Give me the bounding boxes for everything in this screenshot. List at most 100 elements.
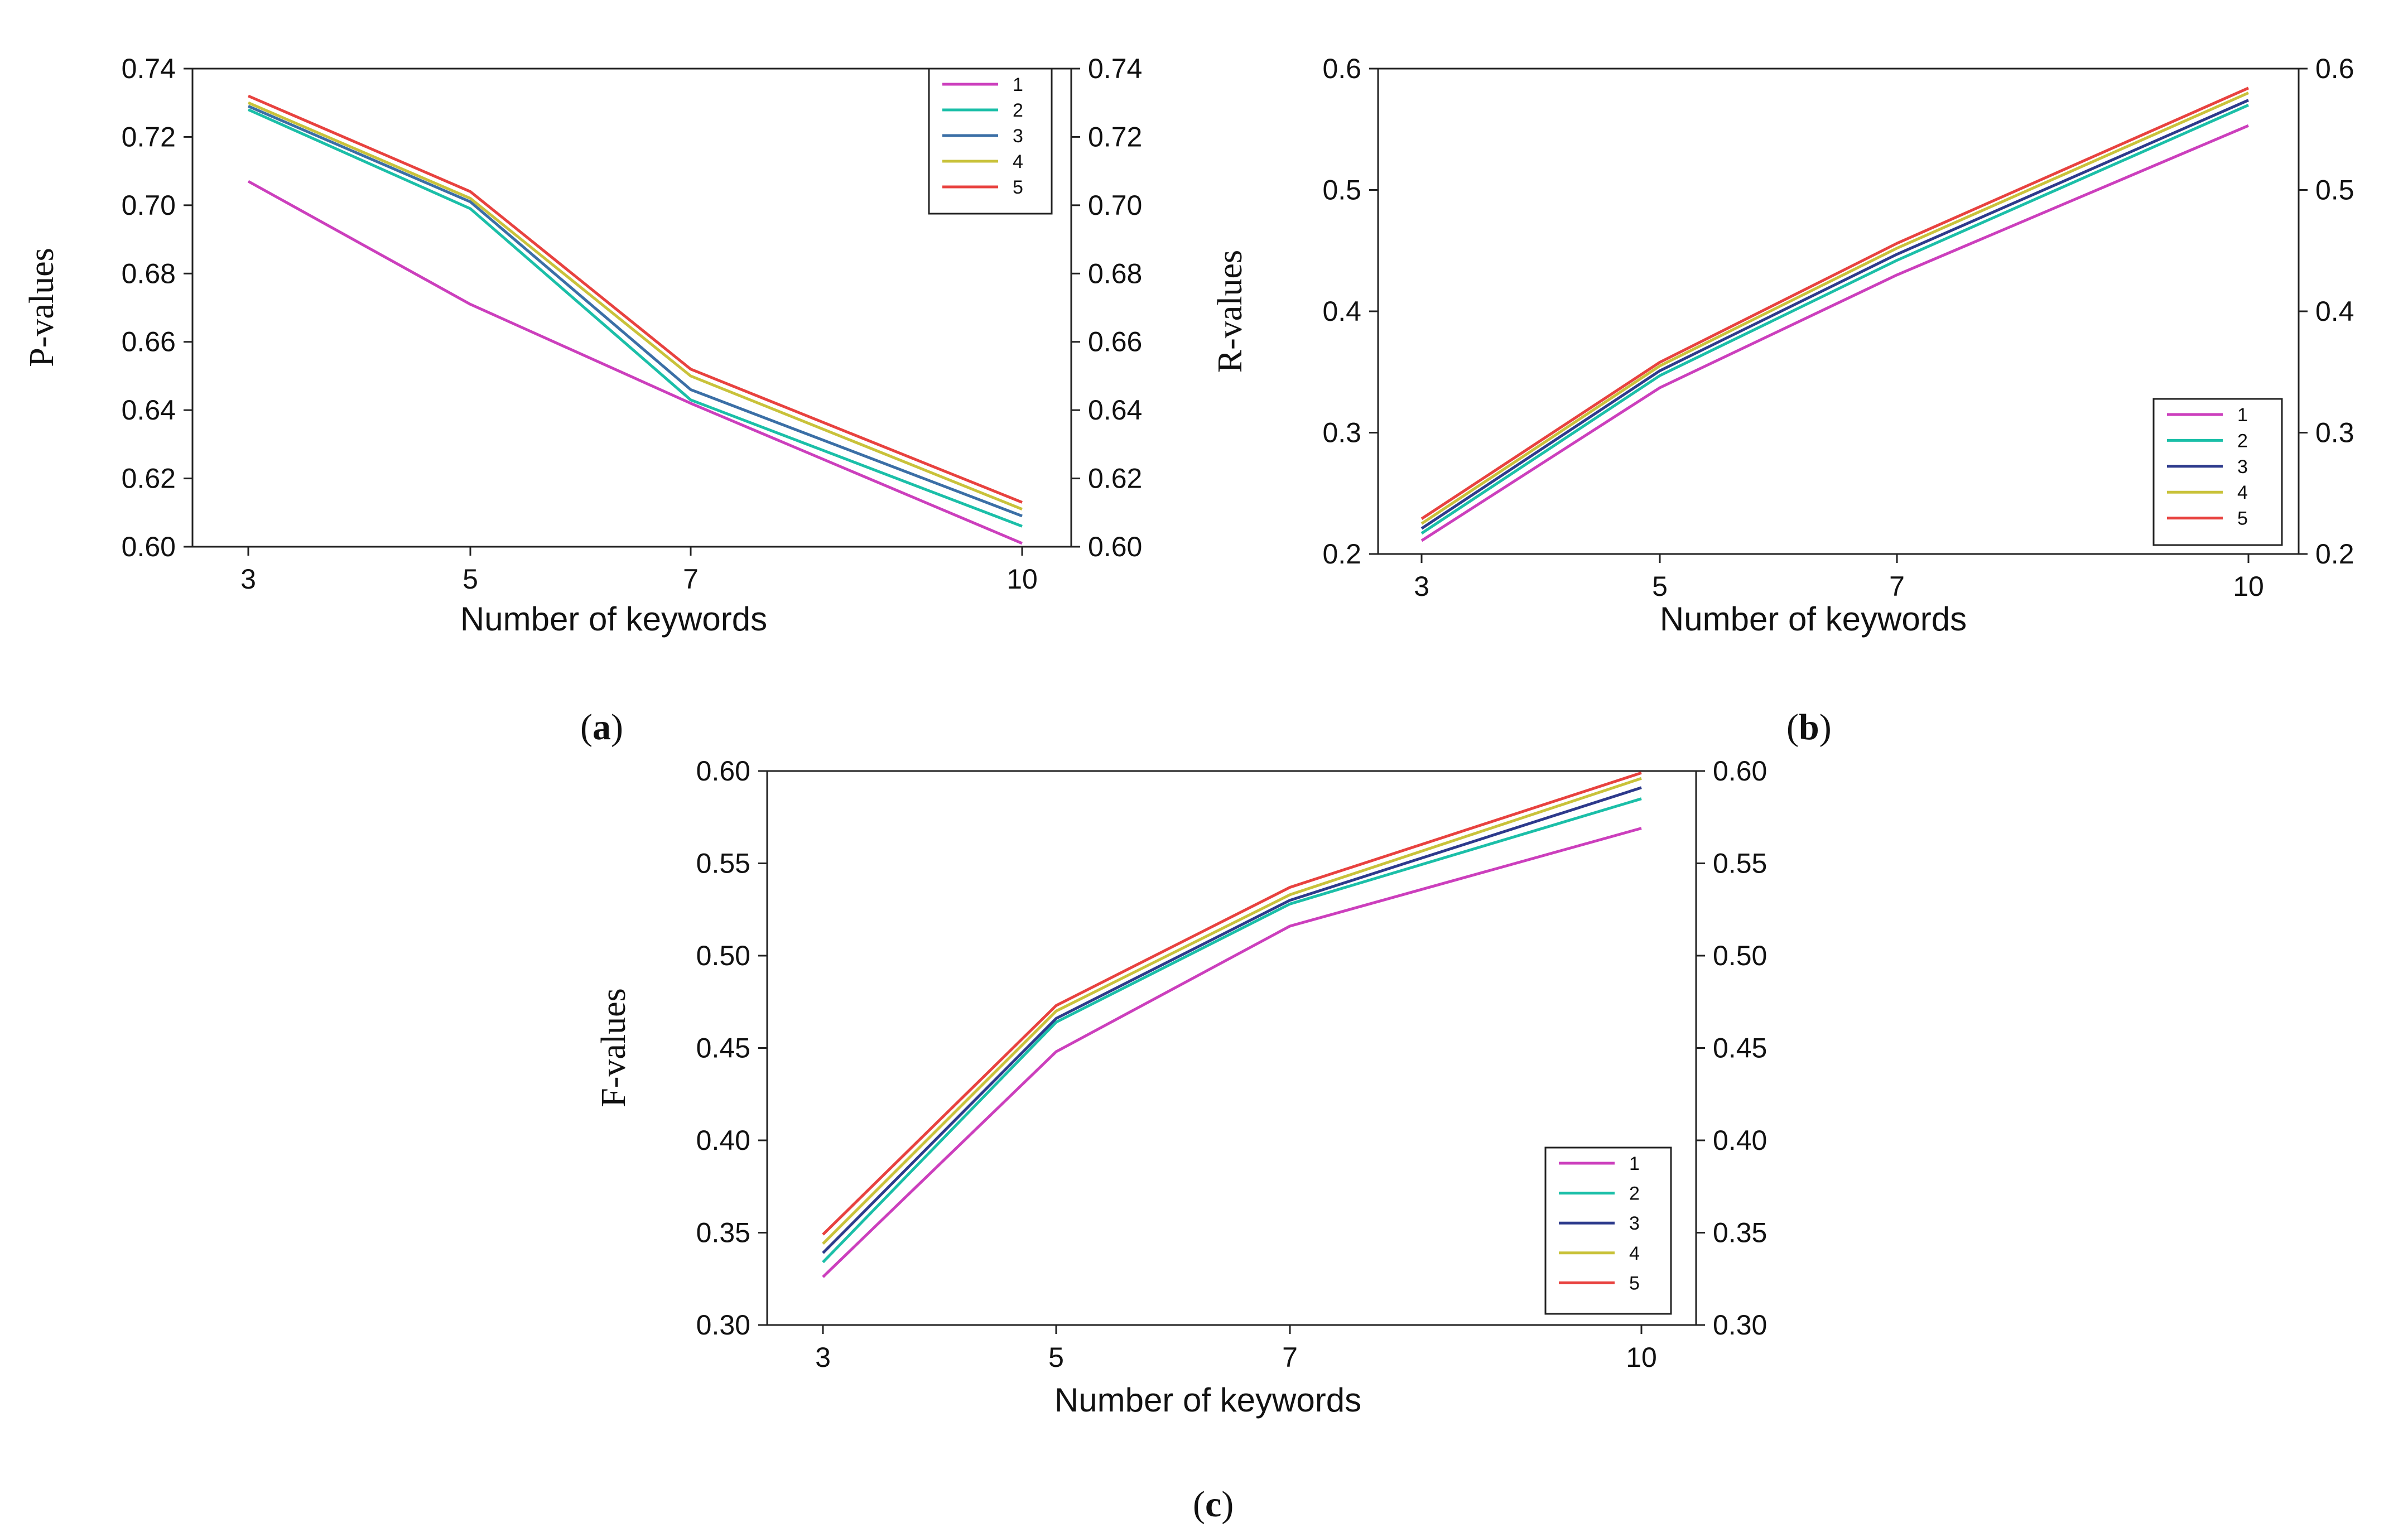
y-tick-label-right: 0.30 [1713,1309,1767,1341]
y-axis-label: F-values [595,988,633,1107]
series-line-5 [1420,86,2250,520]
y-tick-label-left: 0.70 [122,190,176,221]
panel-caption: (b) [1786,707,1832,748]
series-line-2 [1420,104,2250,535]
x-tick-label: 3 [1414,571,1429,602]
series-line-2 [247,108,1023,528]
caption-letter: c [1205,1484,1221,1525]
series-line-4 [822,777,1642,1245]
y-tick-label-left: 0.62 [122,463,176,494]
y-tick-label-right: 0.72 [1088,121,1142,152]
x-tick-label: 10 [1006,563,1038,595]
chart-panel-b: 0.2 0.2 0.3 0.3 0.4 0.4 0.5 0.5 0.6 0.6 3 5 7 10 Numbe… [1211,53,2354,748]
y-tick-label-right: 0.35 [1713,1217,1767,1249]
series-line-3 [1420,99,2250,530]
caption-letter: b [1799,707,1819,748]
legend-label-5: 5 [1629,1273,1640,1294]
caption-close: ) [1819,707,1832,748]
y-tick-label-left: 0.40 [696,1125,750,1156]
y-tick-label-left: 0.50 [696,940,750,971]
y-tick-label-left: 0.60 [122,531,176,562]
caption-close: ) [611,707,623,748]
legend-label-5: 5 [1013,177,1023,198]
caption-letter: a [593,707,611,748]
y-tick-label-left: 0.64 [122,394,176,426]
legend-label-2: 2 [1013,100,1023,121]
y-tick-label-left: 0.3 [1322,417,1361,449]
series-line-4 [248,101,1023,511]
series-line-3 [248,105,1023,518]
legend-label-3: 3 [1629,1213,1640,1234]
y-tick-label-right: 0.4 [2315,296,2354,327]
y-tick-label-right: 0.50 [1713,940,1767,971]
y-tick-label-left: 0.2 [1322,538,1361,570]
x-tick-label: 3 [240,563,256,595]
x-tick-label: 7 [1282,1342,1298,1373]
y-tick-label-right: 0.74 [1088,53,1142,84]
legend-label-5: 5 [2237,508,2248,529]
legend-label-4: 4 [2237,482,2248,503]
y-tick-label-left: 0.74 [122,53,176,84]
legend-label-3: 3 [1013,126,1023,147]
legend-label-2: 2 [2237,430,2248,451]
legend-box [2152,398,2283,546]
legend-label-1: 1 [2237,404,2248,426]
y-tick-label-right: 0.55 [1713,848,1767,879]
x-tick-label: 3 [815,1342,831,1373]
y-tick-label-right: 0.40 [1713,1125,1767,1156]
y-tick-label-right: 0.66 [1088,326,1142,358]
x-axis-label: Number of keywords [1054,1381,1361,1419]
x-tick-label: 5 [1048,1342,1064,1373]
y-tick-label-right: 0.60 [1088,531,1142,562]
y-tick-label-left: 0.60 [696,755,750,787]
x-tick-label: 10 [1626,1342,1657,1373]
series-line-5 [822,771,1642,1236]
legend: 1 2 3 4 5 [2152,398,2283,546]
series-line-3 [822,786,1642,1254]
series-line-1 [822,827,1642,1278]
y-tick-label-right: 0.64 [1088,394,1142,426]
chart-panel-c: 0.30 0.30 0.35 0.35 0.40 0.40 0.45 0.45 0.50 0.50… [595,755,1767,1525]
legend-box [1544,1146,1672,1315]
y-tick-label-right: 0.3 [2315,417,2354,449]
y-tick-label-left: 0.4 [1322,296,1361,327]
legend-label-1: 1 [1013,74,1023,95]
series-line-4 [1420,91,2250,525]
y-tick-label-left: 0.72 [122,121,176,152]
y-axis-label: P-values [23,248,61,367]
caption-open: ( [1786,707,1799,748]
x-tick-label: 5 [1652,571,1668,602]
chart-panel-a: 0.60 0.60 0.62 0.62 0.64 0.64 0.66 0.66 0.68 0.68… [23,53,1142,748]
panel-caption: (c) [1193,1484,1234,1525]
caption-open: ( [1193,1484,1205,1525]
x-tick-label: 5 [463,563,478,595]
y-tick-label-right: 0.60 [1713,755,1767,787]
y-axis-label: R-values [1211,250,1249,373]
y-tick-label-right: 0.62 [1088,463,1142,494]
series-line-1 [247,180,1023,545]
y-tick-label-right: 0.45 [1713,1033,1767,1064]
x-axis-label: Number of keywords [460,600,767,638]
y-tick-label-left: 0.66 [122,326,176,358]
y-tick-label-left: 0.35 [696,1217,750,1249]
y-tick-label-left: 0.68 [122,258,176,289]
legend-label-2: 2 [1629,1183,1640,1204]
y-tick-label-left: 0.6 [1322,53,1361,84]
legend-label-1: 1 [1629,1153,1640,1174]
y-tick-label-left: 0.55 [696,848,750,879]
series-line-1 [1420,124,2249,542]
y-tick-label-left: 0.30 [696,1309,750,1341]
legend-box [928,68,1053,215]
x-tick-label: 10 [2233,571,2264,602]
series-line-2 [822,797,1642,1264]
caption-close: ) [1221,1484,1234,1525]
series-line-5 [248,94,1023,504]
y-tick-label-left: 0.45 [696,1033,750,1064]
legend-label-3: 3 [2237,456,2248,478]
legend-label-4: 4 [1629,1243,1640,1264]
panel-caption: (a) [580,707,623,748]
legend-label-4: 4 [1013,151,1023,172]
legend: 1 2 3 4 5 [1544,1146,1672,1315]
plot-frame [191,68,1072,548]
